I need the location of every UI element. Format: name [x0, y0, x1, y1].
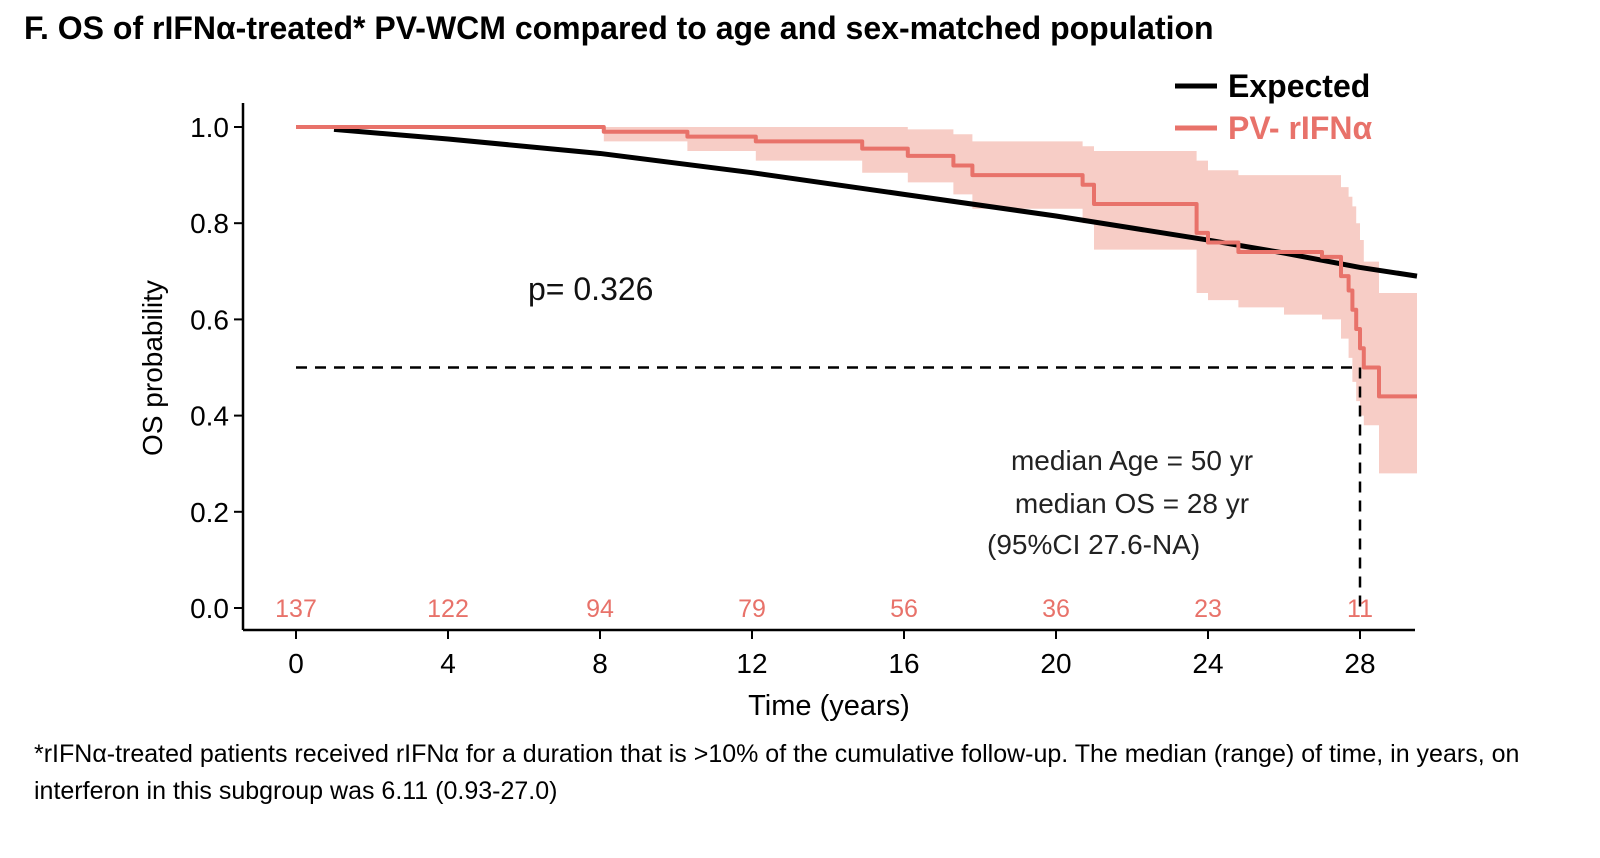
series-layer	[296, 125, 1418, 399]
risk-count-label: 94	[586, 595, 614, 623]
legend-label-expected: Expected	[1228, 68, 1370, 104]
confidence-band-layer	[296, 127, 1417, 474]
y-tick-label: 1.0	[190, 112, 229, 143]
risk-count-label: 36	[1042, 595, 1070, 623]
x-axis-label: Time (years)	[748, 690, 910, 722]
axes-layer: 0.0 0.2 0.4 0.6 0.8 1.0 0 4 8 12 16 20 24 28	[190, 103, 1415, 679]
x-tick-label: 20	[1040, 648, 1071, 679]
legend: Expected PV- rIFNα	[1175, 68, 1372, 146]
confidence-band	[296, 127, 1417, 474]
risk-count-label: 56	[890, 595, 918, 623]
p-value-annotation: p= 0.326	[528, 271, 653, 307]
risk-count-label: 79	[738, 595, 766, 623]
x-tick-label: 12	[736, 648, 767, 679]
legend-label-pv-rifna: PV- rIFNα	[1228, 110, 1372, 146]
x-tick-label: 28	[1344, 648, 1375, 679]
series-line-1	[296, 125, 1417, 399]
risk-table-layer: 137 122 94 79 56 36 23 11	[275, 595, 1373, 623]
risk-count-label: 137	[275, 595, 317, 623]
y-tick-label: 0.2	[190, 497, 229, 528]
y-axis-label: OS probability	[137, 280, 168, 456]
x-tick-label: 8	[592, 648, 608, 679]
ci-annotation: (95%CI 27.6-NA)	[987, 529, 1200, 560]
risk-count-label: 122	[427, 595, 469, 623]
risk-count-label: 23	[1194, 595, 1222, 623]
y-tick-label: 0.0	[190, 593, 229, 624]
median-age-annotation: median Age = 50 yr	[1011, 445, 1253, 476]
series-line-0	[333, 126, 1418, 279]
footnote: *rIFNα-treated patients received rIFNα f…	[34, 740, 1520, 805]
x-tick-label: 16	[888, 648, 919, 679]
x-tick-label: 0	[288, 648, 304, 679]
y-tick-label: 0.4	[190, 401, 229, 432]
median-reference-layer	[296, 366, 1362, 608]
risk-count-label: 11	[1347, 595, 1373, 623]
x-tick-label: 24	[1192, 648, 1223, 679]
median-os-annotation: median OS = 28 yr	[1015, 488, 1249, 519]
y-tick-label: 0.6	[190, 304, 229, 335]
y-tick-label: 0.8	[190, 208, 229, 239]
x-tick-label: 4	[440, 648, 456, 679]
chart-title: F. OS of rIFNα-treated* PV-WCM compared …	[24, 10, 1214, 46]
annotation-layer: p= 0.326 median Age = 50 yr median OS = …	[137, 271, 1253, 722]
survival-chart: 0.0 0.2 0.4 0.6 0.8 1.0 0 4 8 12 16 20 24 28 137 122 94…	[137, 68, 1418, 722]
